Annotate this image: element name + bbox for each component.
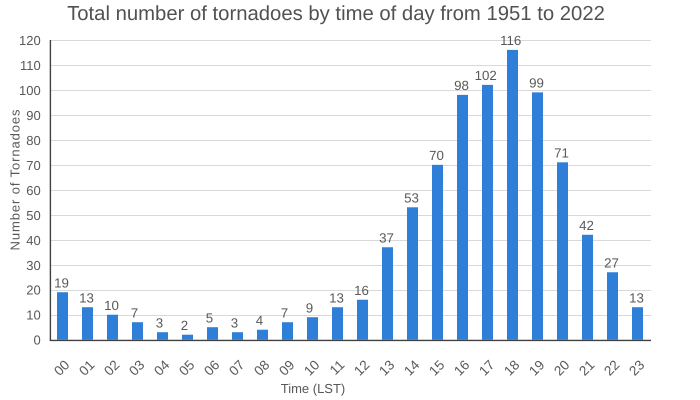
svg-text:3: 3 [156, 316, 163, 331]
svg-text:102: 102 [475, 68, 497, 83]
svg-text:120: 120 [19, 33, 41, 48]
svg-text:Total number of tornadoes by t: Total number of tornadoes by time of day… [67, 3, 605, 25]
svg-text:3: 3 [231, 316, 238, 331]
svg-text:13: 13 [79, 291, 94, 306]
svg-text:53: 53 [404, 191, 419, 206]
svg-text:13: 13 [329, 291, 344, 306]
svg-text:70: 70 [26, 158, 40, 173]
svg-text:7: 7 [281, 306, 288, 321]
svg-text:27: 27 [604, 256, 619, 271]
svg-text:100: 100 [19, 83, 41, 98]
svg-text:110: 110 [20, 58, 41, 73]
svg-text:5: 5 [206, 311, 213, 326]
svg-text:Time (LST): Time (LST) [281, 381, 346, 396]
svg-text:80: 80 [26, 133, 40, 148]
svg-text:37: 37 [379, 231, 394, 246]
svg-text:20: 20 [26, 283, 40, 298]
svg-text:30: 30 [26, 258, 40, 273]
svg-text:10: 10 [104, 298, 119, 313]
svg-text:71: 71 [554, 146, 569, 161]
svg-text:Number of Tornadoes: Number of Tornadoes [8, 109, 23, 251]
svg-text:116: 116 [500, 33, 521, 48]
svg-text:9: 9 [306, 301, 313, 316]
svg-text:50: 50 [26, 208, 40, 223]
svg-text:60: 60 [26, 183, 40, 198]
svg-text:99: 99 [529, 76, 544, 91]
svg-text:40: 40 [26, 233, 40, 248]
svg-text:0: 0 [33, 333, 40, 348]
svg-text:90: 90 [26, 108, 40, 123]
svg-text:13: 13 [629, 291, 644, 306]
svg-text:70: 70 [429, 148, 444, 163]
svg-text:10: 10 [26, 308, 40, 323]
svg-text:42: 42 [579, 218, 594, 233]
svg-text:16: 16 [354, 283, 369, 298]
svg-text:4: 4 [256, 313, 263, 328]
svg-text:19: 19 [54, 276, 69, 291]
svg-text:98: 98 [454, 78, 469, 93]
svg-text:7: 7 [131, 306, 138, 321]
svg-text:2: 2 [181, 318, 188, 333]
